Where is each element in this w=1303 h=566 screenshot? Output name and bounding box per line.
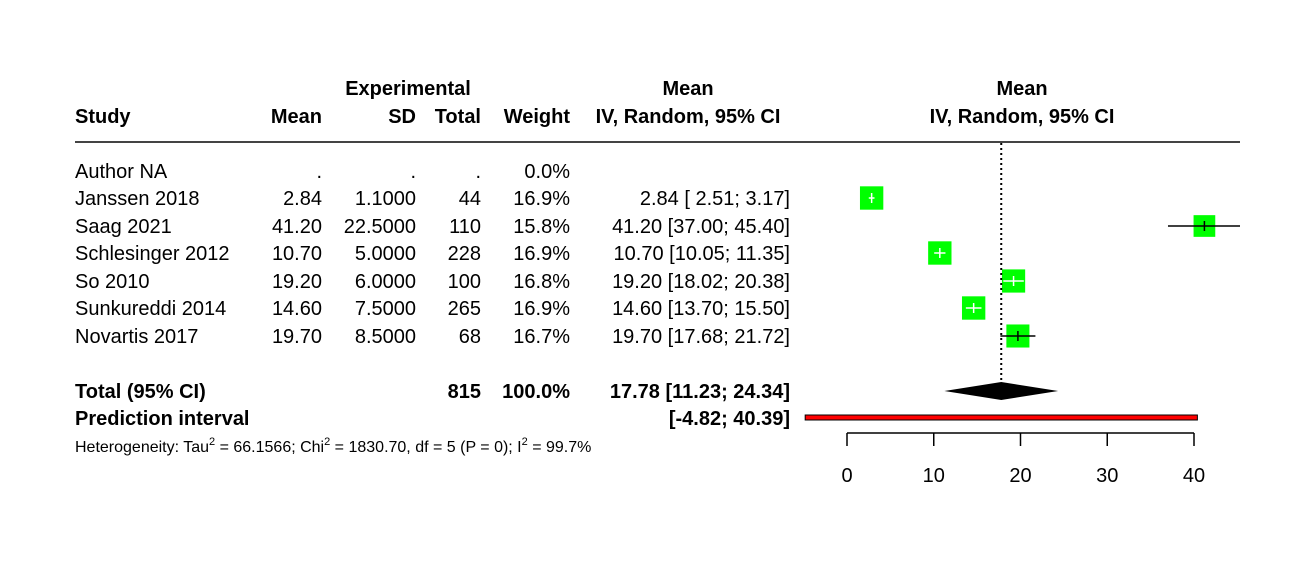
x-tick-label: 30 [1096, 465, 1118, 487]
prediction-label: Prediction interval [75, 408, 250, 430]
study-name: So 2010 [75, 271, 150, 293]
study-total: 110 [449, 216, 481, 238]
prediction-interval-bar [804, 414, 1198, 421]
study-weight: 16.8% [513, 271, 570, 293]
total-label: Total (95% CI) [75, 381, 206, 403]
study-mean: . [316, 161, 322, 183]
study-mean: 2.84 [283, 188, 322, 210]
study-total: 100 [448, 271, 481, 293]
header-plot-bottom: IV, Random, 95% CI [930, 106, 1115, 128]
header-group: Experimental [345, 78, 471, 100]
study-ci: 41.20 [37.00; 45.40] [612, 216, 790, 238]
study-total: 68 [459, 326, 481, 348]
study-name: Saag 2021 [75, 216, 172, 238]
summary-rows: Total (95% CI) 815 100.0% 17.78 [11.23; … [75, 381, 790, 456]
study-name: Sunkureddi 2014 [75, 298, 226, 320]
study-sd: 1.1000 [355, 188, 416, 210]
study-ci: 19.20 [18.02; 20.38] [612, 271, 790, 293]
study-sd: 6.0000 [355, 271, 416, 293]
study-mean: 19.20 [272, 271, 322, 293]
study-sd: 5.0000 [355, 243, 416, 265]
study-ci: 19.70 [17.68; 21.72] [612, 326, 790, 348]
study-row: Janssen 2018 2.84 1.1000 44 16.9% 2.84 [ 2.51… [75, 188, 790, 210]
study-row: Saag 2021 41.20 22.5000 110 15.8% 41.20 [37.0… [75, 216, 790, 238]
header-study: Study [75, 106, 131, 128]
study-rows: Author NA... 0.0% Janssen 2018 2.84 1.1000 44… [75, 161, 790, 348]
total-n: 815 [448, 381, 481, 403]
study-sd: 8.5000 [355, 326, 416, 348]
study-ci: 2.84 [ 2.51; 3.17] [640, 188, 790, 210]
total-weight: 100.0% [502, 381, 570, 403]
study-weight: 15.8% [513, 216, 570, 238]
study-total: . [475, 161, 481, 183]
total-ci: 17.78 [11.23; 24.34] [610, 381, 790, 403]
header-plot-top: Mean [996, 78, 1047, 100]
study-mean: 10.70 [272, 243, 322, 265]
x-tick-label: 20 [1009, 465, 1031, 487]
prediction-ci: [-4.82; 40.39] [669, 408, 790, 430]
study-row: Novartis 2017 19.70 8.5000 68 16.7% 19.70 [17… [75, 326, 790, 348]
study-name: Schlesinger 2012 [75, 243, 230, 265]
study-ci: 10.70 [10.05; 11.35] [614, 243, 790, 265]
heterogeneity-text: Heterogeneity: Tau2 = 66.1566; Chi2 = 18… [75, 436, 591, 456]
study-total: 265 [448, 298, 481, 320]
study-name: Author NA [75, 161, 168, 183]
study-weight: 16.9% [513, 298, 570, 320]
header-mean: Mean [271, 106, 322, 128]
study-name: Novartis 2017 [75, 326, 198, 348]
study-sd: 22.5000 [344, 216, 416, 238]
header-sd: SD [388, 106, 416, 128]
plot-marks: 0 10 20 30 40 [804, 143, 1240, 487]
study-row: Author NA... 0.0% [75, 161, 570, 183]
study-mean: 14.60 [272, 298, 322, 320]
study-weight: 0.0% [524, 161, 570, 183]
study-sd: . [410, 161, 416, 183]
study-mean: 19.70 [272, 326, 322, 348]
header-weight: Weight [504, 106, 571, 128]
study-ci: 14.60 [13.70; 15.50] [612, 298, 790, 320]
study-total: 44 [459, 188, 481, 210]
study-row: Schlesinger 2012 10.70 5.0000 228 16.9% 10.70… [75, 243, 790, 265]
study-row: Sunkureddi 2014 14.60 7.5000 265 16.9% 14.60 … [75, 298, 790, 320]
study-weight: 16.9% [513, 243, 570, 265]
study-weight: 16.9% [513, 188, 570, 210]
study-total: 228 [448, 243, 481, 265]
study-mean: 41.20 [272, 216, 322, 238]
pooled-diamond [944, 382, 1059, 400]
study-name: Janssen 2018 [75, 188, 200, 210]
header-effect-top: Mean [662, 78, 713, 100]
study-sd: 7.5000 [355, 298, 416, 320]
x-tick-label: 10 [923, 465, 945, 487]
study-row: So 2010 19.20 6.0000 100 16.8% 19.20 [18.02; … [75, 271, 790, 293]
x-tick-label: 0 [841, 465, 852, 487]
header-total: Total [435, 106, 481, 128]
table-header: Experimental Mean Mean Study Mean SD Tot… [75, 78, 1240, 143]
header-effect-bottom: IV, Random, 95% CI [596, 106, 781, 128]
x-tick-label: 40 [1183, 465, 1205, 487]
study-weight: 16.7% [513, 326, 570, 348]
